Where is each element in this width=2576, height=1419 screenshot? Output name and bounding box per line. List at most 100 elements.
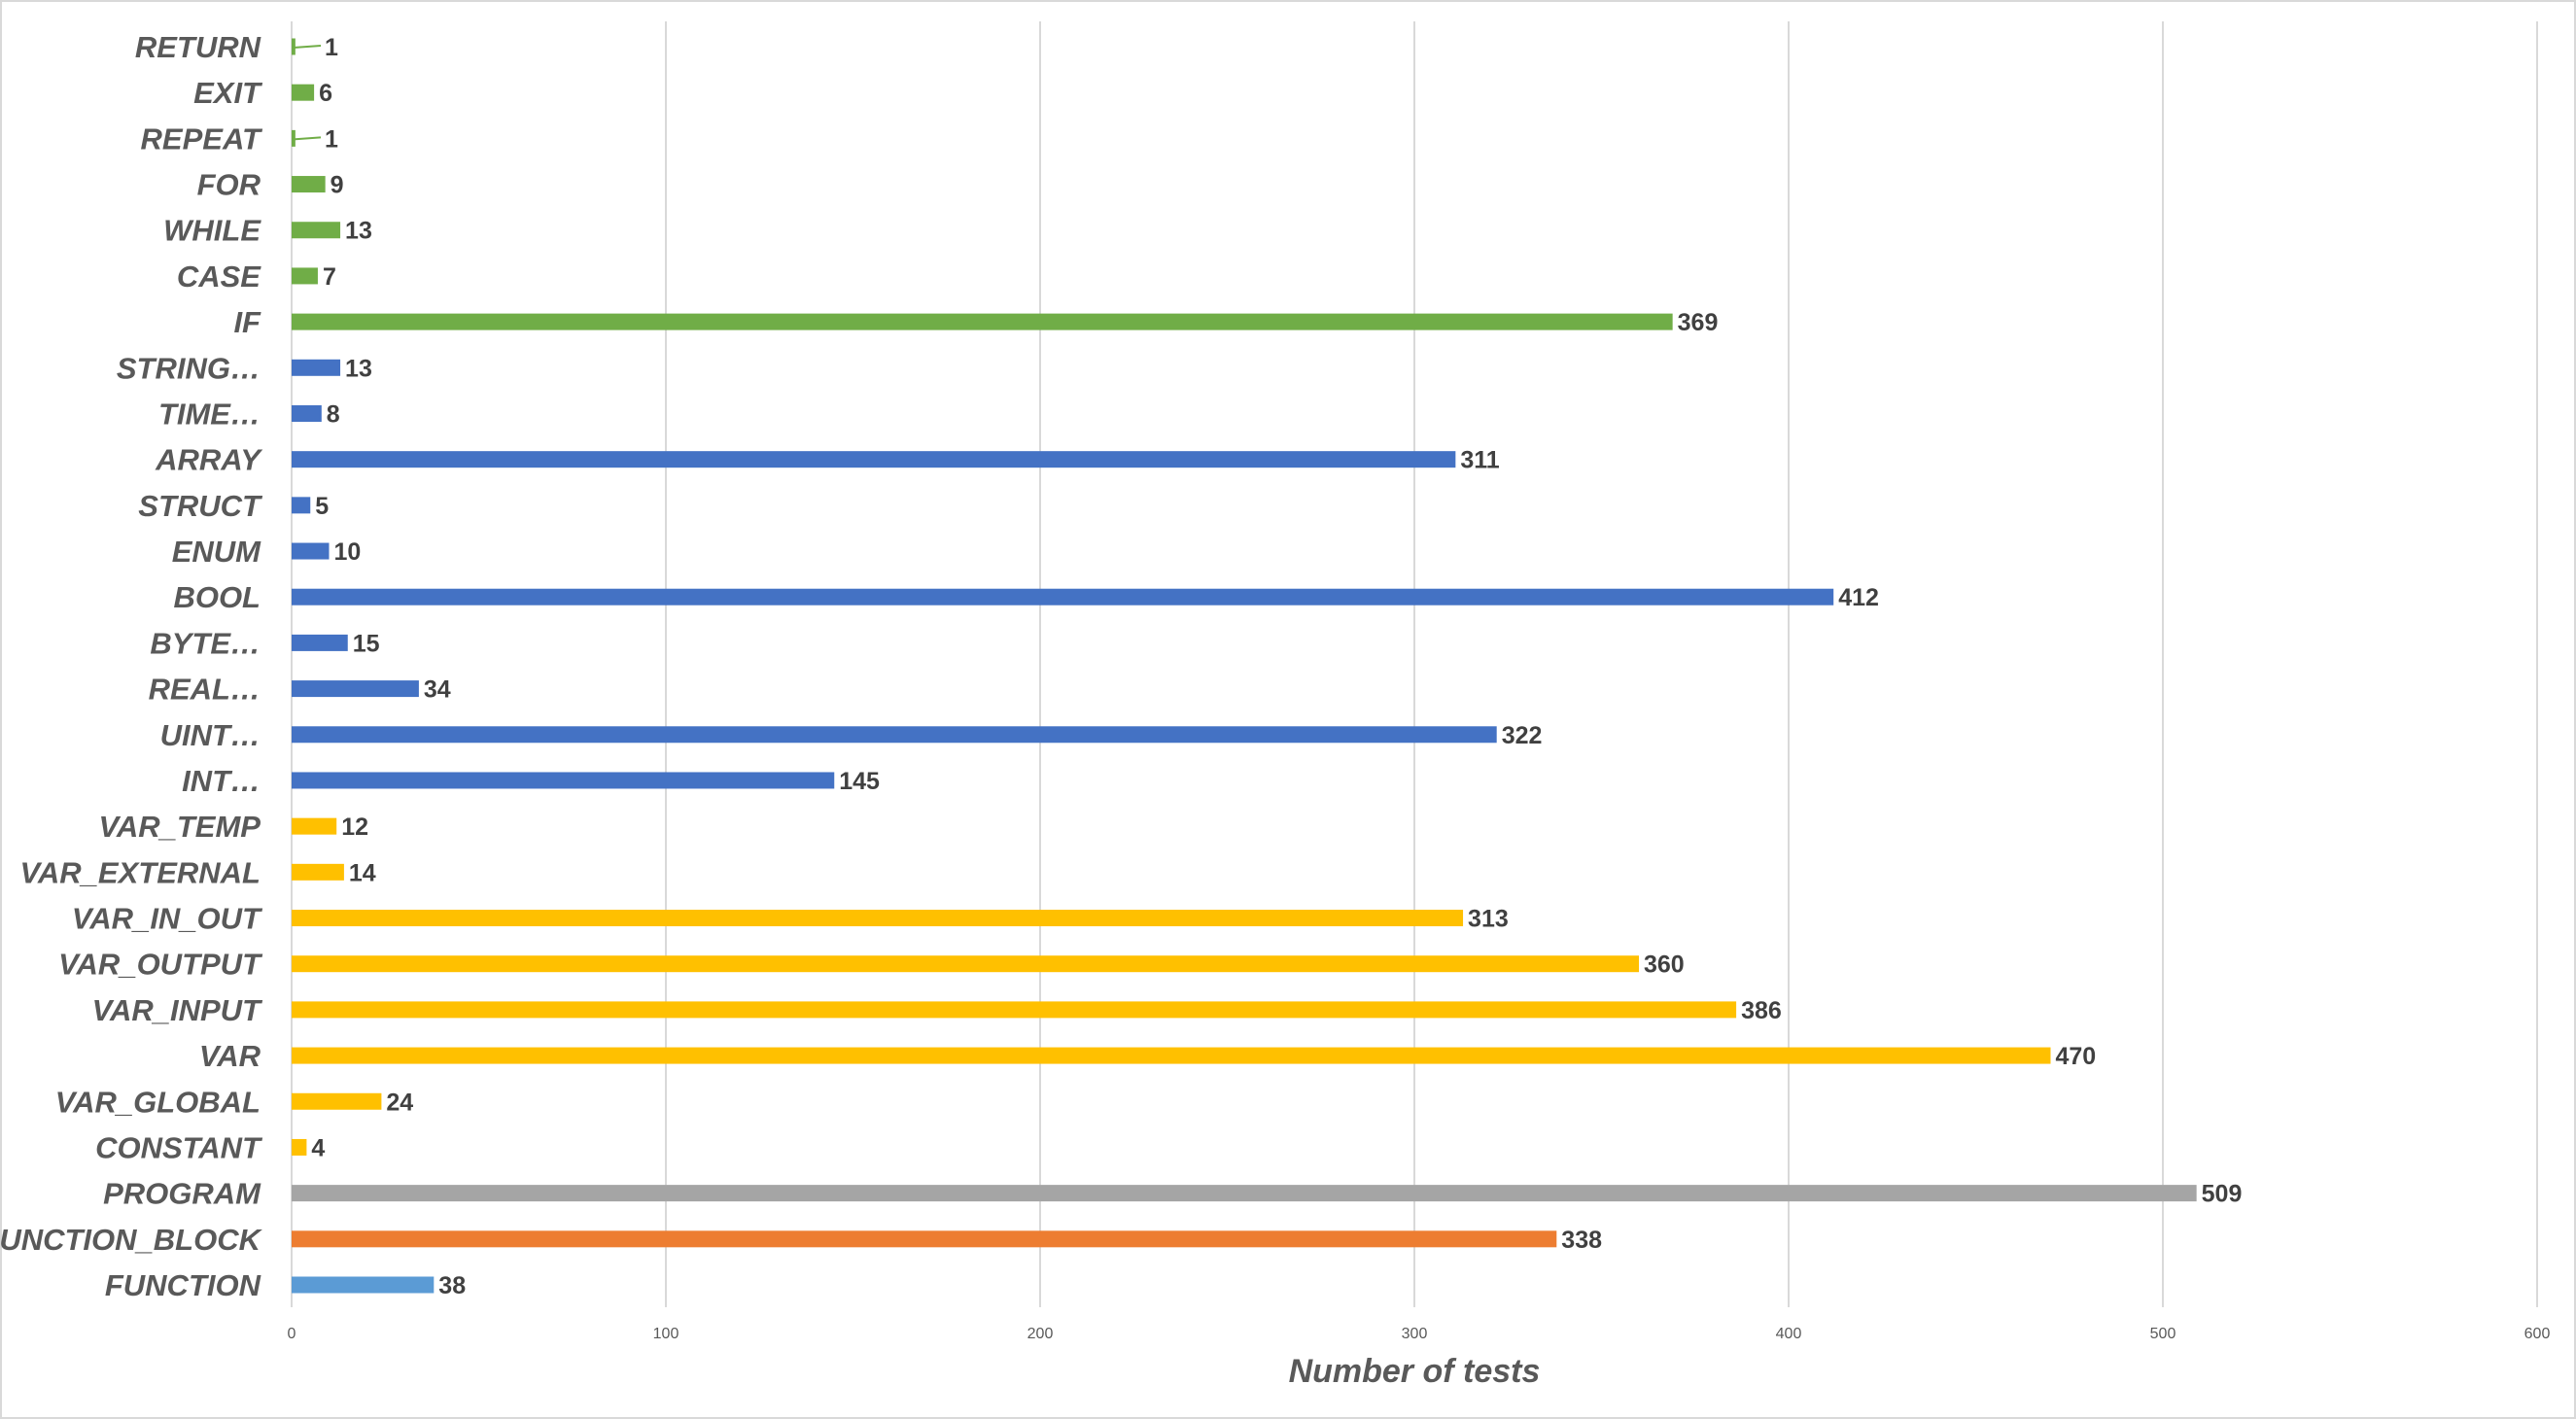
value-label-bool: 412 (1838, 584, 1879, 611)
category-label-enum: ENUM (172, 535, 261, 569)
category-label-int: INT… (182, 764, 261, 798)
bar-while (292, 222, 341, 239)
category-label-array: ARRAY (155, 443, 263, 477)
value-label-byte: 15 (353, 630, 380, 657)
bar-var-in-out (292, 910, 1464, 927)
x-tick-label: 600 (2524, 1326, 2551, 1342)
category-label-string: STRING… (117, 351, 261, 385)
bar-program (292, 1185, 2197, 1202)
category-label-var-global: VAR_GLOBAL (55, 1085, 261, 1119)
value-label-exit: 6 (319, 80, 332, 107)
category-label-var-input: VAR_INPUT (92, 993, 263, 1027)
value-label-var-global: 24 (386, 1089, 413, 1116)
category-label-constant: CONSTANT (95, 1130, 263, 1164)
category-label-real: REAL… (149, 673, 261, 707)
bar-real (292, 680, 419, 698)
value-label-array: 311 (1460, 447, 1499, 474)
value-label-real: 34 (424, 676, 451, 704)
value-label-int: 145 (839, 768, 880, 795)
value-label-var-output: 360 (1644, 952, 1685, 979)
category-label-uint: UINT… (160, 718, 261, 752)
bar-byte (292, 634, 348, 651)
category-labels: RETURN EXIT REPEAT FOR WHILE CASE IF STRING… TIM… (0, 30, 263, 1302)
bars (292, 38, 2197, 1294)
bar-uint (292, 726, 1497, 744)
value-label-var-input: 386 (1741, 997, 1782, 1024)
value-label-struct: 5 (315, 493, 329, 520)
value-label-case: 7 (323, 263, 336, 291)
value-label-var-in-out: 313 (1468, 906, 1509, 933)
bar-function-block (292, 1230, 1557, 1248)
bar-repeat (292, 129, 296, 147)
value-label-function: 38 (438, 1272, 466, 1299)
category-label-var-external: VAR_EXTERNAL (20, 855, 261, 889)
bar-string (292, 359, 341, 376)
bar-for (292, 176, 326, 193)
bar-constant (292, 1138, 307, 1156)
category-label-exit: EXIT (193, 76, 263, 110)
category-label-case: CASE (177, 260, 261, 294)
bar-if (292, 313, 1673, 330)
value-label-function-block: 338 (1561, 1227, 1602, 1254)
bar-var-external (292, 863, 344, 881)
category-label-bool: BOOL (173, 580, 261, 614)
x-tick-label: 200 (1027, 1326, 1054, 1342)
value-label-uint: 322 (1502, 722, 1543, 749)
category-label-function-block: FUNCTION_BLOCK (0, 1223, 263, 1257)
bar-function (292, 1276, 435, 1294)
bar-int (292, 772, 835, 789)
x-tick-labels: 0 100 200 300 400 500 600 (288, 1326, 2551, 1342)
x-tick-label: 400 (1776, 1326, 1802, 1342)
category-label-var: VAR (199, 1039, 261, 1073)
category-label-var-temp: VAR_TEMP (98, 810, 261, 844)
value-label-var-temp: 12 (341, 813, 368, 841)
x-tick-label: 300 (1402, 1326, 1428, 1342)
category-label-struct: STRUCT (138, 489, 263, 523)
x-tick-label: 100 (653, 1326, 679, 1342)
category-label-repeat: REPEAT (141, 121, 264, 156)
value-label-while: 13 (345, 218, 372, 245)
bar-bool (292, 588, 1834, 606)
category-label-var-in-out: VAR_IN_OUT (72, 902, 263, 936)
value-label-repeat: 1 (325, 125, 338, 153)
value-label-constant: 4 (311, 1134, 325, 1161)
value-label-enum: 10 (334, 538, 362, 566)
category-label-program: PROGRAM (103, 1177, 261, 1211)
leader-line-return (293, 45, 322, 49)
bar-var-input (292, 1001, 1737, 1019)
x-axis-title: Number of tests (1289, 1353, 1541, 1390)
value-label-program: 509 (2202, 1181, 2243, 1208)
bar-var-global (292, 1092, 382, 1110)
bar-var-temp (292, 817, 337, 835)
bar-array (292, 451, 1456, 468)
value-label-var: 470 (2056, 1043, 2097, 1070)
bar-time (292, 404, 322, 422)
category-label-time: TIME… (158, 397, 261, 431)
bar-struct (292, 497, 311, 514)
bar-exit (292, 84, 315, 101)
category-label-if: IF (233, 305, 261, 339)
x-tick-label: 500 (2150, 1326, 2176, 1342)
value-label-string: 13 (345, 355, 372, 382)
value-label-return: 1 (325, 34, 338, 61)
bar-case (292, 267, 318, 285)
bar-enum (292, 542, 330, 560)
gridlines (291, 21, 2538, 1307)
x-tick-label: 0 (288, 1326, 296, 1342)
category-label-var-output: VAR_OUTPUT (58, 948, 263, 982)
bar-var (292, 1047, 2051, 1064)
value-label-for: 9 (331, 172, 344, 199)
category-label-function: FUNCTION (105, 1268, 261, 1302)
value-label-time: 8 (327, 400, 340, 428)
leader-line-repeat (293, 136, 322, 141)
value-label-if: 369 (1678, 309, 1719, 336)
value-label-var-external: 14 (349, 859, 376, 886)
category-label-for: FOR (197, 168, 261, 202)
bar-return (292, 38, 296, 55)
category-label-while: WHILE (163, 214, 261, 248)
category-label-byte: BYTE… (150, 626, 261, 660)
category-label-return: RETURN (135, 30, 261, 64)
value-labels: 1619137369138311510412153432214512143133… (311, 34, 2242, 1299)
